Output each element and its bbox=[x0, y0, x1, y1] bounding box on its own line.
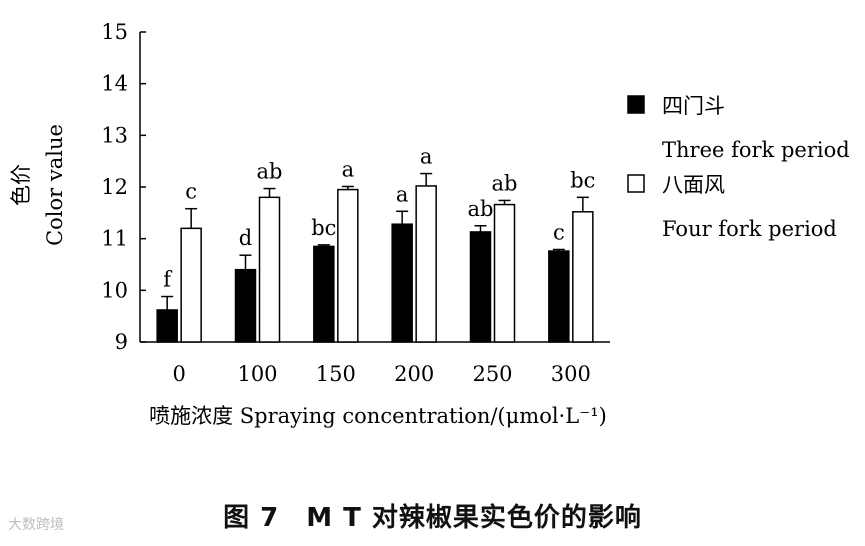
bar bbox=[548, 250, 570, 343]
x-tick-label: 250 bbox=[472, 362, 512, 386]
y-axis: 9 10 11 12 13 14 15 bbox=[101, 20, 146, 354]
bar bbox=[156, 309, 178, 343]
significance-letter: ab bbox=[492, 171, 518, 195]
figure-caption: 图 7 M T 对辣椒果实色价的影响 bbox=[223, 503, 642, 533]
y-tick-label: 12 bbox=[101, 175, 128, 199]
bar bbox=[180, 227, 202, 343]
y-tick-label: 14 bbox=[101, 72, 128, 96]
legend: 四门斗 Three fork period 八面风 Four fork period bbox=[627, 94, 850, 241]
x-tick-label: 0 bbox=[172, 362, 185, 386]
bar bbox=[572, 211, 594, 343]
significance-letter: c bbox=[553, 221, 565, 245]
x-tick-label: 150 bbox=[316, 362, 356, 386]
legend-label-en: Four fork period bbox=[662, 217, 837, 241]
y-tick-label: 9 bbox=[115, 330, 128, 354]
y-axis-label-en: Color value bbox=[43, 124, 67, 246]
watermark: 大数跨境 bbox=[8, 517, 64, 533]
y-tick-label: 11 bbox=[101, 227, 128, 251]
significance-letter: ab bbox=[257, 160, 283, 184]
bar bbox=[337, 188, 359, 343]
legend-label-en: Three fork period bbox=[662, 138, 850, 162]
bar bbox=[313, 245, 335, 343]
legend-swatch bbox=[627, 95, 645, 114]
legend-label: 八面风 bbox=[662, 173, 725, 197]
bar bbox=[258, 196, 281, 343]
significance-letter: bc bbox=[311, 216, 336, 240]
significance-letter: c bbox=[185, 180, 197, 204]
y-tick-label: 10 bbox=[101, 278, 128, 302]
x-axis: 0 100 150 200 250 300 bbox=[140, 341, 610, 386]
bar bbox=[415, 185, 437, 343]
x-axis-label: 喷施浓度 Spraying concentration/(μmol·L⁻¹) bbox=[149, 404, 607, 428]
significance-letter: d bbox=[239, 226, 252, 250]
significance-letter: a bbox=[342, 157, 355, 181]
significance-letter: a bbox=[420, 145, 433, 169]
bar bbox=[234, 268, 257, 343]
bar bbox=[493, 203, 516, 343]
y-axis-label-cn: 色价 bbox=[9, 164, 33, 206]
significance-letter: f bbox=[163, 268, 173, 292]
significance-letter: ab bbox=[468, 197, 494, 221]
bar bbox=[391, 223, 413, 343]
significance-letter: a bbox=[396, 182, 409, 206]
legend-swatch bbox=[627, 174, 645, 193]
significance-letter: bc bbox=[570, 168, 595, 192]
x-tick-label: 300 bbox=[551, 362, 591, 386]
bar bbox=[469, 231, 492, 343]
x-tick-label: 100 bbox=[237, 362, 277, 386]
legend-label: 四门斗 bbox=[662, 94, 725, 118]
y-tick-label: 13 bbox=[101, 123, 128, 147]
x-tick-label: 200 bbox=[394, 362, 434, 386]
y-tick-label: 15 bbox=[101, 20, 128, 44]
